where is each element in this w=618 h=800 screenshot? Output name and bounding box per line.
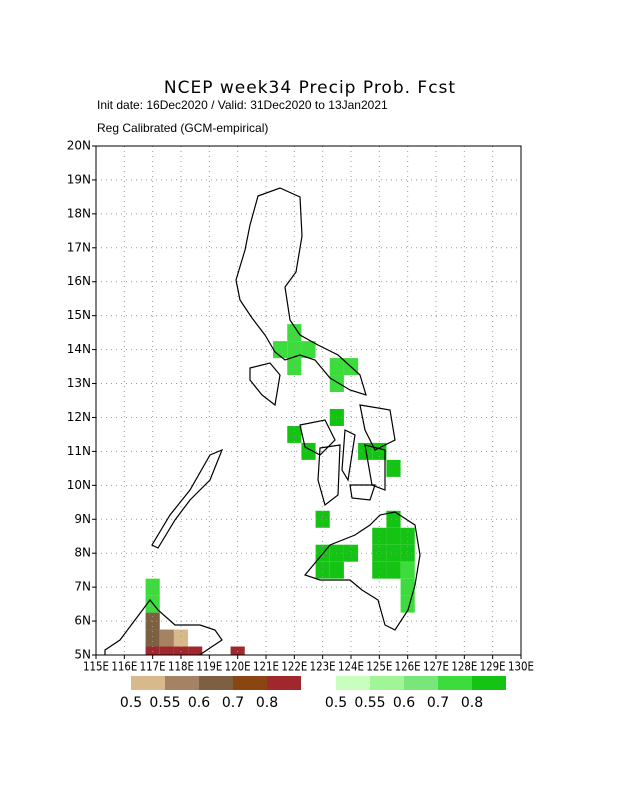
prob-cell — [358, 442, 373, 460]
prob-cell — [400, 561, 415, 579]
colorbar-label: 0.6 — [393, 695, 415, 711]
y-tick-label: 17N — [67, 240, 91, 254]
y-tick-label: 14N — [67, 342, 91, 356]
y-tick-label: 15N — [67, 308, 91, 322]
coastline — [303, 511, 421, 631]
prob-cell — [173, 629, 189, 647]
coastline — [364, 444, 386, 491]
x-tick-label: 127E — [423, 660, 449, 674]
x-tick-label: 120E — [225, 660, 251, 674]
prob-cell — [159, 646, 174, 655]
y-tick-label: 9N — [74, 512, 91, 526]
x-tick-label: 122E — [281, 660, 307, 674]
colorbar-swatch — [199, 676, 233, 690]
coastline — [359, 404, 396, 451]
prob-cell — [329, 561, 344, 579]
prob-cell — [145, 646, 160, 655]
x-tick-label: 121E — [253, 660, 279, 674]
colorbar-label: 0.8 — [256, 695, 278, 711]
coastline — [235, 187, 367, 396]
x-tick-label: 130E — [508, 660, 534, 674]
y-tick-label: 6N — [74, 614, 91, 628]
prob-cell — [372, 561, 387, 579]
colorbar-swatch — [472, 676, 506, 690]
x-tick-label: 125E — [366, 660, 392, 674]
colorbar-label: 0.6 — [188, 695, 210, 711]
prob-cell — [159, 629, 174, 647]
prob-cell — [301, 341, 316, 359]
y-tick-label: 18N — [67, 206, 91, 220]
colorbar-swatch — [233, 676, 267, 690]
prob-cell — [287, 324, 302, 342]
x-tick-label: 123E — [310, 660, 336, 674]
prob-cell — [400, 578, 415, 596]
prob-cell — [386, 527, 401, 545]
x-tick-label: 129E — [480, 660, 506, 674]
colorbar-label: 0.55 — [149, 695, 180, 711]
colorbar-swatch — [438, 676, 472, 690]
coastline — [317, 444, 341, 507]
x-tick-label: 124E — [338, 660, 364, 674]
prob-cell — [145, 629, 160, 647]
y-tick-label: 5N — [74, 648, 91, 662]
prob-cell — [372, 544, 387, 562]
map-subtitle: Init date: 16Dec2020 / Valid: 31Dec2020 … — [97, 98, 388, 112]
colorbar-swatch — [336, 676, 370, 690]
colorbar-label: 0.5 — [325, 695, 347, 711]
x-tick-label: 119E — [196, 660, 222, 674]
map-note: Reg Calibrated (GCM-empirical) — [97, 121, 268, 135]
coastline — [151, 448, 224, 549]
colorbar-label: 0.5 — [120, 695, 142, 711]
prob-cell — [400, 544, 415, 562]
y-tick-label: 8N — [74, 546, 91, 560]
colorbar-swatch — [267, 676, 301, 690]
colorbar-swatch — [165, 676, 199, 690]
prob-cell — [386, 544, 401, 562]
colorbar-label: 0.55 — [354, 695, 385, 711]
prob-cell — [173, 646, 189, 655]
x-tick-label: 116E — [111, 660, 137, 674]
x-tick-label: 126E — [395, 660, 421, 674]
colorbar-label: 0.8 — [461, 695, 483, 711]
y-tick-label: 10N — [67, 478, 91, 492]
colorbar-swatch — [370, 676, 404, 690]
y-tick-label: 11N — [67, 444, 91, 458]
prob-cell — [287, 341, 302, 359]
prob-cell — [386, 510, 401, 528]
coastline — [341, 429, 356, 482]
prob-cell — [315, 561, 330, 579]
x-tick-label: 118E — [168, 660, 194, 674]
y-tick-label: 19N — [67, 172, 91, 186]
coastline — [104, 599, 223, 655]
colorbar-label: 0.7 — [222, 695, 244, 711]
prob-cell — [386, 561, 401, 579]
x-tick-label: 128E — [451, 660, 477, 674]
y-tick-label: 20N — [67, 139, 91, 153]
prob-cell — [287, 425, 302, 443]
y-tick-label: 13N — [67, 376, 91, 390]
map-title: NCEP week34 Precip Prob. Fcst — [164, 78, 456, 98]
x-tick-label: 117E — [140, 660, 166, 674]
coastline — [349, 484, 376, 501]
prob-cell — [329, 358, 344, 376]
coastline — [249, 362, 281, 407]
prob-cell — [145, 578, 160, 596]
coastline — [299, 419, 336, 456]
plot-frame — [95, 145, 522, 656]
prob-cell — [188, 646, 203, 655]
colorbar-label: 0.7 — [427, 695, 449, 711]
prob-cell — [386, 459, 401, 477]
prob-cell — [315, 510, 330, 528]
y-tick-label: 16N — [67, 274, 91, 288]
y-tick-label: 12N — [67, 410, 91, 424]
colorbar-swatch — [131, 676, 165, 690]
colorbar-swatch — [404, 676, 438, 690]
x-tick-label: 115E — [83, 660, 109, 674]
prob-cell — [230, 646, 245, 655]
y-tick-label: 7N — [74, 580, 91, 594]
coastlines — [104, 187, 421, 655]
